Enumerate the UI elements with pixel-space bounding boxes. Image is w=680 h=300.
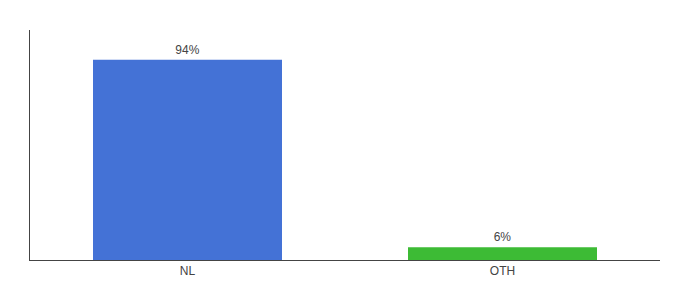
svg-text:94%: 94% bbox=[175, 43, 199, 57]
svg-text:OTH: OTH bbox=[490, 264, 515, 278]
svg-text:NL: NL bbox=[180, 264, 196, 278]
svg-text:6%: 6% bbox=[494, 230, 512, 244]
